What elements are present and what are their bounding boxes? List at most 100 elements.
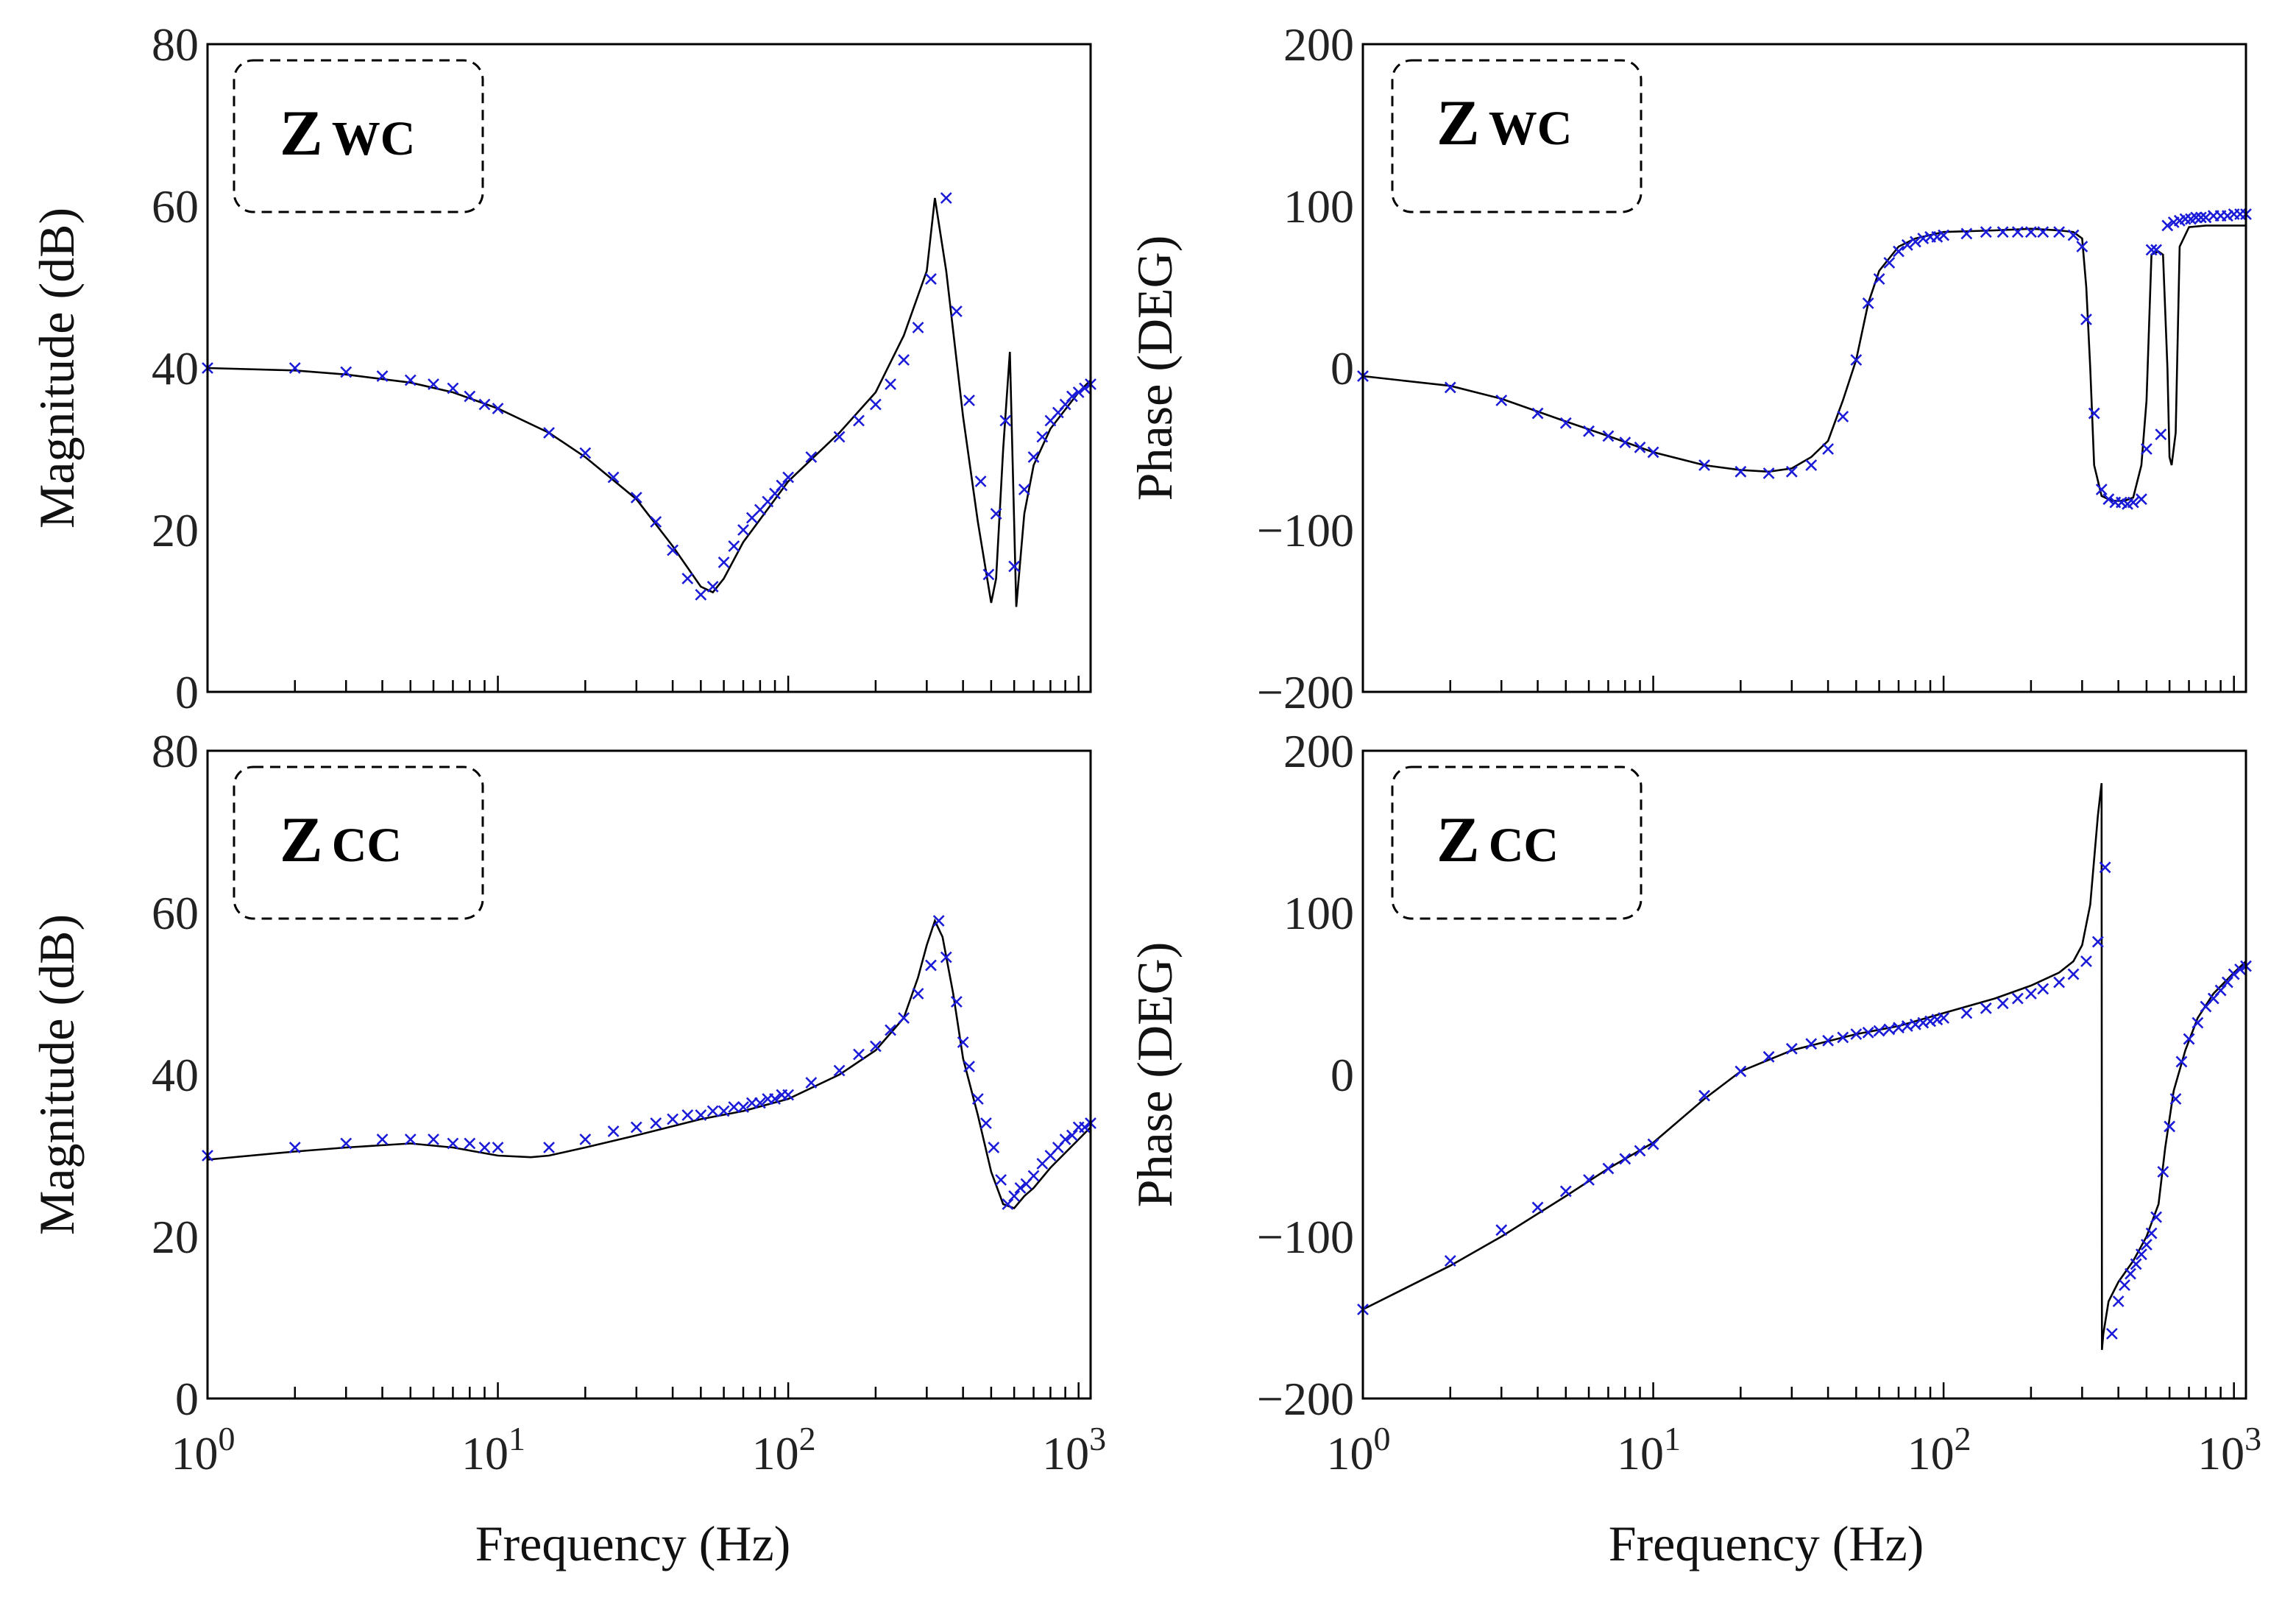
y-tick-label: 80 bbox=[152, 18, 199, 71]
measured-point bbox=[2175, 1055, 2188, 1068]
measured-point bbox=[2053, 976, 2066, 989]
measured-point bbox=[1924, 1015, 1936, 1028]
measured-point bbox=[1938, 1012, 1950, 1024]
measured-point bbox=[912, 988, 924, 1000]
y-tick-label: 100 bbox=[1283, 180, 1354, 233]
measured-point bbox=[776, 479, 788, 492]
measured-point bbox=[2037, 983, 2049, 995]
y-tick-label: 200 bbox=[1283, 18, 1354, 71]
legend-subscript: WC bbox=[332, 112, 416, 166]
measured-point bbox=[1602, 1162, 1615, 1175]
measured-point bbox=[1619, 436, 1631, 449]
measured-point bbox=[1559, 417, 1572, 429]
measured-point bbox=[718, 556, 730, 568]
measured-point bbox=[2135, 1248, 2147, 1261]
legend-subscript: CC bbox=[332, 818, 402, 872]
measured-point bbox=[607, 471, 620, 484]
measured-point bbox=[1938, 229, 1950, 241]
measured-point bbox=[607, 1125, 620, 1137]
measured-point bbox=[1762, 467, 1775, 479]
x-axis-label: Frequency (Hz) bbox=[1609, 1516, 1924, 1571]
measured-point bbox=[782, 471, 795, 484]
plot-area-phase-wc bbox=[1357, 208, 2252, 692]
measured-point bbox=[288, 362, 301, 374]
measured-point bbox=[853, 414, 865, 427]
plot-frame bbox=[1361, 749, 2247, 1400]
measured-point bbox=[1008, 560, 1021, 573]
panel-phase-cc: Z CC Phase (DEG) Frequency (Hz) −200 −100 0… bbox=[1127, 725, 2261, 1571]
measured-point bbox=[898, 354, 910, 366]
measured-point bbox=[1996, 997, 2009, 1010]
measured-point bbox=[1066, 390, 1078, 403]
measured-point bbox=[805, 451, 818, 463]
measured-point bbox=[754, 1097, 766, 1109]
measured-point bbox=[340, 366, 352, 378]
measured-point bbox=[833, 431, 846, 443]
y-tick-label: 60 bbox=[152, 180, 199, 233]
measured-point bbox=[2127, 496, 2139, 509]
measured-point bbox=[1002, 1198, 1014, 1210]
measured-point bbox=[1862, 297, 1874, 309]
plot-frame bbox=[206, 43, 1092, 693]
measured-point bbox=[2150, 244, 2163, 256]
measured-point bbox=[681, 1109, 694, 1121]
measured-point bbox=[1850, 354, 1863, 366]
measured-point bbox=[1018, 484, 1030, 495]
measured-point bbox=[963, 1061, 975, 1072]
plot-area-phase-cc bbox=[1357, 782, 2252, 1398]
measured-point bbox=[1531, 407, 1544, 420]
measured-point bbox=[999, 414, 1012, 427]
panel-mag-cc: Z CC Magnitude (dB) Frequency (Hz) 0 20 40 6… bbox=[29, 725, 1106, 1571]
measured-point bbox=[2140, 1239, 2152, 1251]
measured-point bbox=[447, 382, 459, 395]
measured-point bbox=[667, 544, 679, 556]
plot-frame bbox=[206, 749, 1092, 1400]
measured-point bbox=[706, 581, 719, 593]
measured-point bbox=[2183, 1033, 2195, 1045]
measured-point bbox=[2190, 211, 2202, 224]
measured-point bbox=[1822, 443, 1835, 455]
measured-point bbox=[1583, 1174, 1595, 1186]
measured-point bbox=[2234, 963, 2246, 975]
measured-point bbox=[2067, 968, 2080, 980]
measured-point bbox=[925, 273, 937, 285]
measured-point bbox=[376, 370, 389, 382]
measured-point bbox=[982, 568, 995, 581]
x-tick-label: 103 bbox=[2197, 1420, 2261, 1479]
measured-point bbox=[2011, 992, 2024, 1005]
measured-point bbox=[2067, 229, 2080, 241]
measured-point bbox=[940, 951, 952, 963]
measured-point bbox=[1059, 1134, 1071, 1145]
plot-area-mag-wc bbox=[202, 192, 1096, 692]
measured-point bbox=[1559, 1185, 1572, 1198]
measured-point bbox=[898, 1012, 910, 1024]
measured-point bbox=[2024, 988, 2037, 1000]
measured-point bbox=[1647, 1138, 1659, 1150]
measured-point bbox=[1634, 441, 1646, 453]
measured-point bbox=[2053, 226, 2066, 238]
measured-point bbox=[1444, 1255, 1456, 1267]
measured-point bbox=[963, 395, 975, 406]
measured-point bbox=[2157, 1166, 2169, 1178]
measured-point bbox=[950, 305, 963, 317]
measured-point bbox=[1980, 1002, 1992, 1014]
measured-point bbox=[1583, 425, 1595, 437]
y-tick-label: −100 bbox=[1257, 1211, 1354, 1263]
measured-point bbox=[404, 1134, 417, 1145]
measured-point bbox=[2105, 1328, 2118, 1340]
legend-box: Z WC bbox=[1391, 59, 1643, 213]
measured-point bbox=[706, 1105, 719, 1117]
measured-point bbox=[428, 378, 439, 390]
measured-point bbox=[971, 1093, 984, 1105]
measured-point bbox=[492, 1142, 504, 1153]
plot-frame bbox=[1361, 43, 2247, 693]
y-tick-label: 0 bbox=[1331, 1049, 1354, 1101]
measured-point bbox=[1996, 226, 2009, 238]
measured-point bbox=[1008, 1190, 1021, 1202]
measured-point bbox=[1027, 451, 1040, 463]
measured-point bbox=[1883, 1023, 1896, 1036]
measured-point bbox=[1901, 238, 1913, 251]
measured-point bbox=[579, 1134, 592, 1145]
y-axis-label: Magnitude (dB) bbox=[29, 914, 85, 1235]
measured-point bbox=[1873, 273, 1885, 285]
